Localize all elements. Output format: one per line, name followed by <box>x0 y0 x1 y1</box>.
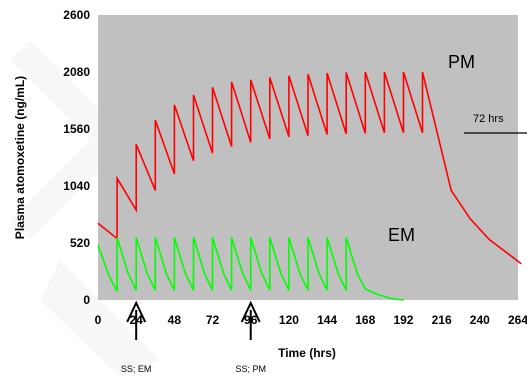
steady-state-arrowhead-pm <box>240 300 261 323</box>
series-label-pm: PM <box>448 52 475 72</box>
x-tick-label: 144 <box>317 313 337 327</box>
x-axis-label: Time (hrs) <box>278 346 336 360</box>
x-tick-label: 240 <box>470 313 490 327</box>
watermark-shapes <box>10 40 160 377</box>
steady-state-caption-em: SS; EM <box>121 364 152 374</box>
x-tick-label: 120 <box>279 313 299 327</box>
annotations: PM EM 72 hrs SS; EM SS; PM <box>121 52 527 374</box>
series-line-pm <box>97 71 522 265</box>
y-tick-label: 0 <box>83 293 90 307</box>
y-tick-label: 1560 <box>63 122 90 136</box>
y-tick-label: 520 <box>70 236 90 250</box>
x-tick-label: 72 <box>206 313 220 327</box>
x-tick-label: 216 <box>432 313 452 327</box>
series-label-em: EM <box>388 225 415 245</box>
x-tick-label: 168 <box>355 313 375 327</box>
x-tick-label: 264 <box>508 313 527 327</box>
series-line-em <box>97 237 404 301</box>
half-life-label: 72 hrs <box>473 113 504 125</box>
series-lines <box>97 71 522 301</box>
x-tick-label: 192 <box>393 313 413 327</box>
y-tick-label: 1040 <box>63 179 90 193</box>
steady-state-arrowhead-em <box>126 300 147 323</box>
x-tick-label: 0 <box>95 313 102 327</box>
x-tick-label: 48 <box>168 313 182 327</box>
watermark-chevron <box>40 260 160 377</box>
watermark-chevron <box>10 40 130 240</box>
y-tick-labels: 0 520 1040 1560 2080 2600 <box>63 8 90 307</box>
y-axis-label: Plasma atomoxetine (ng/mL) <box>13 76 27 239</box>
steady-state-caption-pm: SS; PM <box>235 364 266 374</box>
y-tick-label: 2080 <box>63 65 90 79</box>
x-tick-labels: 024487296120144168192216240264 <box>95 313 527 327</box>
y-tick-label: 2600 <box>63 8 90 22</box>
